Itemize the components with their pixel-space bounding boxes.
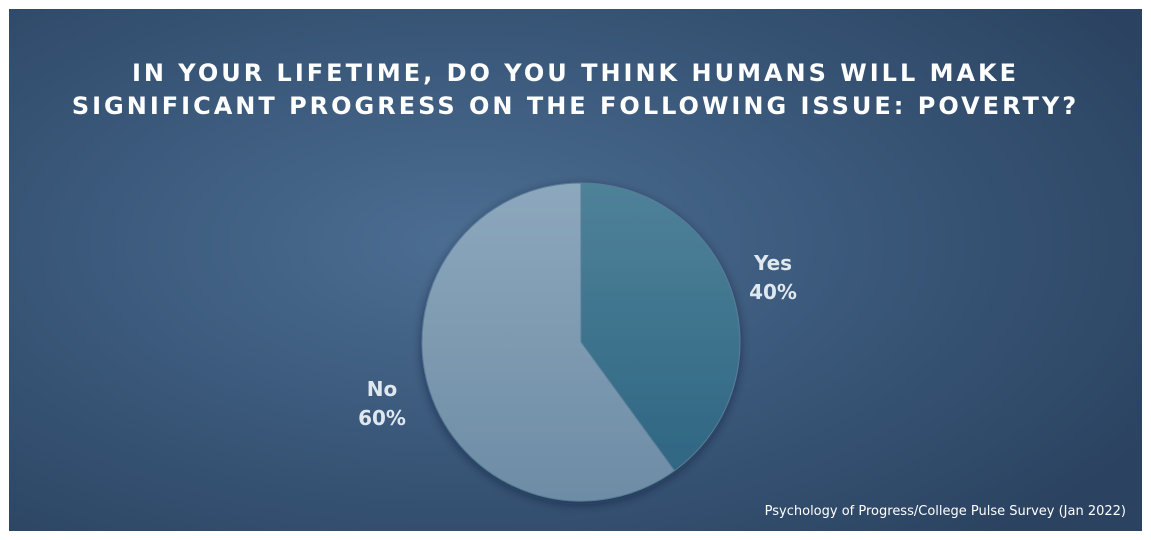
slice-label-no: No 60% xyxy=(337,375,427,433)
pie-slice-no xyxy=(421,182,676,502)
slice-label-yes: Yes 40% xyxy=(728,249,818,307)
chart-title: IN YOUR LIFETIME, DO YOU THINK HUMANS WI… xyxy=(71,59,1080,120)
pie-chart xyxy=(421,182,741,502)
chart-card: IN YOUR LIFETIME, DO YOU THINK HUMANS WI… xyxy=(9,9,1142,531)
source-note: Psychology of Progress/College Pulse Sur… xyxy=(764,504,1126,519)
slice-label-yes-name: Yes xyxy=(753,251,793,275)
pie-slice-yes xyxy=(580,182,741,472)
slice-label-no-value: 60% xyxy=(358,406,406,430)
slice-label-yes-value: 40% xyxy=(749,280,797,304)
slice-label-no-name: No xyxy=(366,377,398,401)
